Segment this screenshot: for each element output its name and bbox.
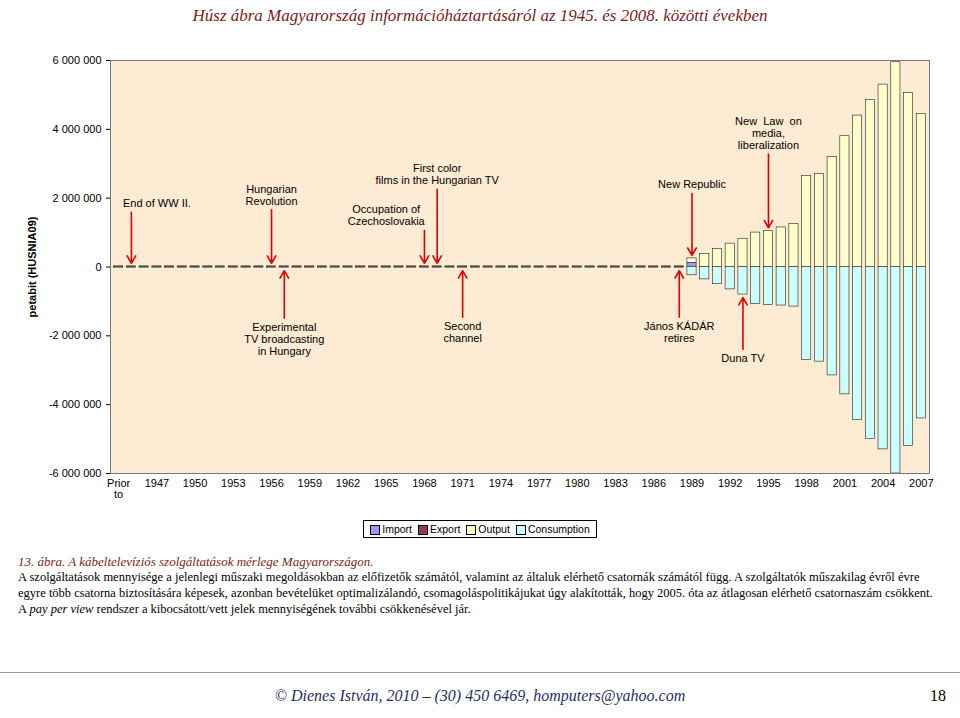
html-text:13. ábra. A kábeltelevíziós sz: 13. ábra. A kábeltelevíziós szolgáltatás…	[18, 554, 374, 570]
svg-text:2 000 000: 2 000 000	[53, 192, 102, 204]
svg-text:-2 000 000: -2 000 000	[49, 329, 102, 341]
svg-text:1962: 1962	[336, 477, 360, 489]
svg-text:1953: 1953	[221, 477, 245, 489]
svg-text:1968: 1968	[412, 477, 436, 489]
svg-text:petabit (HUSNIA09): petabit (HUSNIA09)	[26, 216, 38, 317]
html-text:© Dienes István, 2010 – (30) 4: © Dienes István, 2010 – (30) 450 6469, h…	[274, 687, 686, 704]
svg-text:1983: 1983	[603, 477, 627, 489]
svg-text:-6 000 000: -6 000 000	[49, 467, 102, 479]
svg-text:Secondchannel: Secondchannel	[443, 320, 482, 344]
svg-text:1989: 1989	[680, 477, 704, 489]
svg-text:New Law onmedia,liberalizati: New Law onmedia,liberalization	[735, 115, 802, 151]
svg-text:2001: 2001	[833, 477, 857, 489]
svg-text:First colorfilms in the Hungar: First colorfilms in the Hungarian TV	[376, 162, 500, 186]
html-text:18: 18	[930, 687, 946, 704]
svg-text:1992: 1992	[718, 477, 742, 489]
svg-text:1959: 1959	[298, 477, 322, 489]
html-text:Consumption: Consumption	[527, 523, 590, 535]
svg-text:1986: 1986	[642, 477, 666, 489]
svg-text:1998: 1998	[794, 477, 818, 489]
html-text:A szolgáltatások mennyisége a: A szolgáltatások mennyisége a jelenlegi …	[18, 570, 933, 616]
svg-text:2007: 2007	[909, 477, 933, 489]
html-text:Output: Output	[478, 523, 510, 535]
svg-text:1977: 1977	[527, 477, 551, 489]
svg-text:End of WW II.: End of WW II.	[123, 197, 191, 209]
svg-text:2004: 2004	[871, 477, 895, 489]
svg-text:1965: 1965	[374, 477, 398, 489]
svg-text:1971: 1971	[450, 477, 474, 489]
svg-text:János KÁDÁRretires: János KÁDÁRretires	[644, 320, 714, 344]
svg-text:1956: 1956	[259, 477, 283, 489]
svg-text:1995: 1995	[756, 477, 780, 489]
svg-text:Occupation ofCzechoslovakia: Occupation ofCzechoslovakia	[348, 203, 426, 227]
svg-text:1980: 1980	[565, 477, 589, 489]
svg-text:1947: 1947	[145, 477, 169, 489]
svg-text:New Republic: New Republic	[658, 178, 726, 190]
svg-text:6 000 000: 6 000 000	[53, 54, 102, 66]
svg-text:HungarianRevolution: HungarianRevolution	[246, 183, 298, 207]
svg-text:4 000 000: 4 000 000	[53, 123, 102, 135]
svg-text:-4 000 000: -4 000 000	[49, 398, 102, 410]
html-text:Export: Export	[430, 523, 461, 535]
svg-text:1974: 1974	[489, 477, 513, 489]
html-text:Húsz ábra Magyarország informá: Húsz ábra Magyarország információháztart…	[192, 6, 768, 25]
svg-text:1950: 1950	[183, 477, 207, 489]
html-text:Import: Import	[382, 523, 412, 535]
svg-text:ExperimentalTV broadcastingin: ExperimentalTV broadcastingin Hungary	[244, 321, 324, 357]
svg-text:Priorto: Priorto	[107, 477, 131, 500]
svg-text:0: 0	[95, 261, 101, 273]
svg-text:Duna TV: Duna TV	[721, 352, 765, 364]
